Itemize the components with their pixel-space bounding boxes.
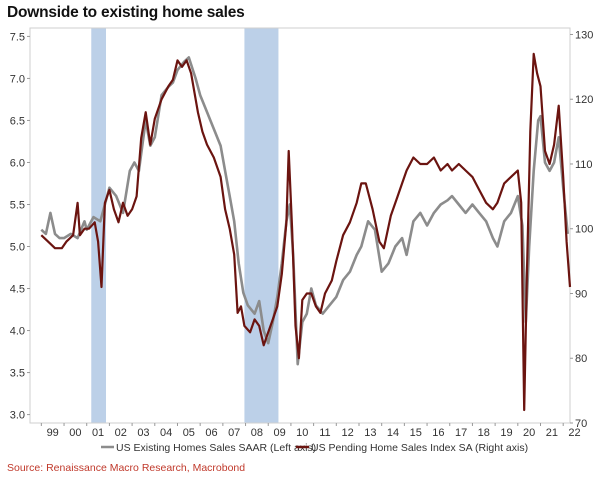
right-tick-label: 80 xyxy=(575,353,587,365)
x-tick-label: 01 xyxy=(92,427,104,439)
left-tick-label: 6.5 xyxy=(10,115,25,127)
right-tick-label: 120 xyxy=(575,94,593,106)
left-tick-label: 3.5 xyxy=(10,368,25,380)
source-note: Source: Renaissance Macro Research, Macr… xyxy=(7,462,246,474)
x-tick-label: 17 xyxy=(455,427,467,439)
x-tick-label: 19 xyxy=(500,427,512,439)
left-tick-label: 7.0 xyxy=(10,73,25,85)
right-tick-label: 70 xyxy=(575,418,587,430)
x-tick-label: 14 xyxy=(387,427,399,439)
recession-band xyxy=(244,28,279,423)
x-tick-label: 03 xyxy=(137,427,149,439)
x-tick-label: 10 xyxy=(296,427,308,439)
x-tick-label: 16 xyxy=(432,427,444,439)
x-tick-label: 21 xyxy=(546,427,558,439)
left-tick-label: 4.0 xyxy=(10,326,25,338)
x-tick-label: 04 xyxy=(160,427,172,439)
recession-band xyxy=(91,28,107,423)
series-lines xyxy=(40,52,572,412)
chart-title: Downside to existing home sales xyxy=(7,4,245,21)
x-tick-label: 02 xyxy=(115,427,127,439)
x-axis: 99 00 01 02 03 04 05 06 07 08 09 10 11 12 13 14 15 16 17 18… xyxy=(40,423,581,439)
left-tick-label: 5.0 xyxy=(10,242,25,254)
x-tick-label: 09 xyxy=(273,427,285,439)
x-tick-label: 18 xyxy=(478,427,490,439)
x-tick-label: 06 xyxy=(205,427,217,439)
left-tick-label: 7.5 xyxy=(10,31,25,43)
left-tick-label: 4.5 xyxy=(10,284,25,296)
recession-bands xyxy=(91,28,279,423)
x-tick-label: 07 xyxy=(228,427,240,439)
left-tick-label: 3.0 xyxy=(10,410,25,422)
right-axis: 70 80 90 100 110 120 130 xyxy=(570,29,593,430)
series-line-pending xyxy=(40,52,572,412)
x-tick-label: 11 xyxy=(319,427,330,439)
right-tick-label: 100 xyxy=(575,224,593,236)
x-tick-label: 99 xyxy=(47,427,59,439)
legend-label-existing: US Existing Homes Sales SAAR (Left axis) xyxy=(116,442,316,454)
right-tick-label: 130 xyxy=(575,29,593,41)
legend: US Existing Homes Sales SAAR (Left axis)… xyxy=(101,442,528,454)
right-tick-label: 90 xyxy=(575,288,587,300)
x-tick-label: 05 xyxy=(183,427,195,439)
left-tick-label: 5.5 xyxy=(10,199,25,211)
x-tick-label: 22 xyxy=(568,427,580,439)
x-tick-label: 13 xyxy=(364,427,376,439)
plot-frame xyxy=(29,27,571,424)
left-tick-label: 6.0 xyxy=(10,157,25,169)
x-tick-label: 20 xyxy=(523,427,535,439)
left-axis: 3.0 3.5 4.0 4.5 5.0 5.5 6.0 6.5 7.0 7.5 xyxy=(10,31,30,422)
x-tick-label: 15 xyxy=(410,427,422,439)
x-tick-label: 08 xyxy=(251,427,263,439)
x-tick-label: 12 xyxy=(342,427,354,439)
legend-label-pending: US Pending Home Sales Index SA (Right ax… xyxy=(311,442,528,454)
x-tick-label: 00 xyxy=(69,427,81,439)
right-tick-label: 110 xyxy=(575,159,593,171)
